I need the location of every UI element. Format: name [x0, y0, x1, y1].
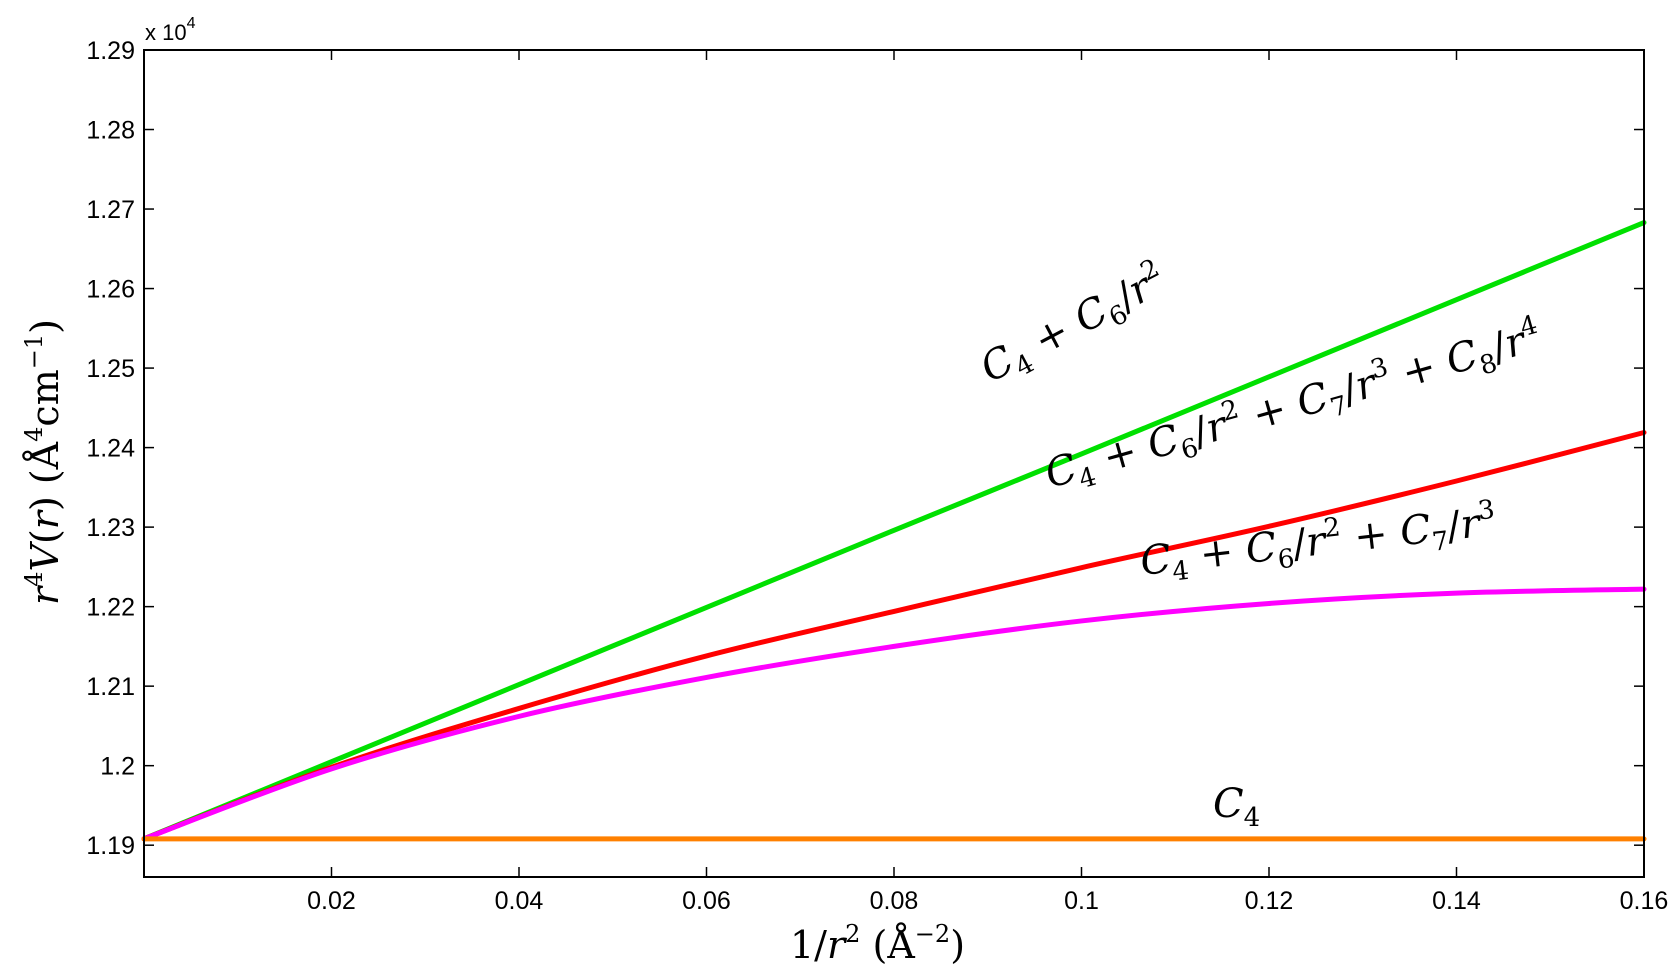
- x-tick-label-0: 0.02: [307, 887, 356, 915]
- y-tick-label-1: 1.2: [100, 753, 135, 781]
- label-layer: 0.02 0.04 0.06 0.08 0.1 0.12 0.14 0.16 1.19 1.2 1.…: [86, 37, 1668, 915]
- x-tick-label-2: 0.06: [682, 887, 731, 915]
- series-line-0: [141, 220, 1647, 842]
- y-tick-label-5: 1.24: [86, 435, 135, 463]
- x-tick-label-6: 0.14: [1432, 887, 1481, 915]
- y-tick-label-7: 1.26: [86, 276, 135, 304]
- y-tick-label-10: 1.29: [86, 37, 135, 65]
- y-multiplier-label: x 104: [145, 15, 196, 45]
- x-tick-label-7: 0.16: [1620, 887, 1669, 915]
- y-tick-label-6: 1.25: [86, 355, 135, 383]
- y-tick-label-0: 1.19: [86, 832, 135, 860]
- series-line-2: [141, 586, 1647, 842]
- tick-layer: [144, 49, 1645, 877]
- y-tick-label-2: 1.21: [86, 673, 135, 701]
- x-tick-label-1: 0.04: [495, 887, 544, 915]
- y-tick-label-4: 1.23: [86, 514, 135, 542]
- y-tick-label-8: 1.27: [86, 196, 135, 224]
- x-tick-label-3: 0.08: [870, 887, 919, 915]
- plot-background: [144, 50, 1644, 877]
- y-tick-label-9: 1.28: [86, 117, 135, 145]
- y-tick-label-3: 1.22: [86, 594, 135, 622]
- series-layer: [141, 220, 1647, 842]
- x-axis-label: 1/r2 (Å−2): [790, 920, 965, 967]
- x-tick-label-4: 0.1: [1064, 887, 1099, 915]
- svg-text:r4V(r) (Å4cm−1): r4V(r) (Å4cm−1): [20, 319, 67, 605]
- x-tick-label-5: 0.12: [1245, 887, 1294, 915]
- series-line-1: [141, 429, 1647, 842]
- y-axis-label: r4V(r) (Å4cm−1): [20, 319, 67, 605]
